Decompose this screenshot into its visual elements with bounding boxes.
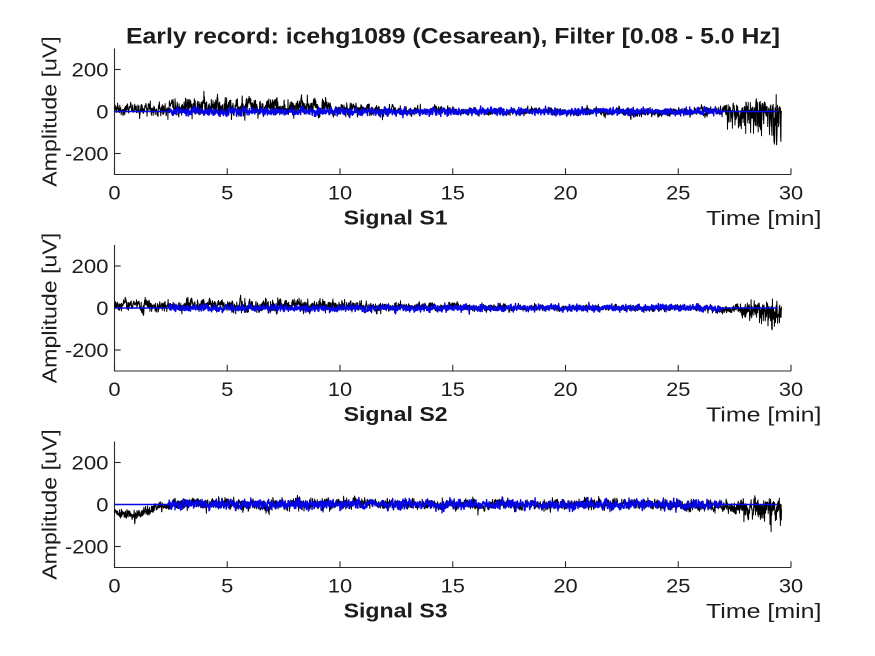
svg-text:30: 30 bbox=[779, 183, 803, 204]
svg-text:Signal S2: Signal S2 bbox=[344, 403, 448, 426]
svg-text:15: 15 bbox=[441, 183, 465, 204]
svg-text:25: 25 bbox=[666, 380, 690, 401]
svg-text:10: 10 bbox=[328, 183, 352, 204]
svg-text:15: 15 bbox=[441, 576, 465, 597]
svg-text:Time [min]: Time [min] bbox=[706, 600, 822, 623]
svg-text:20: 20 bbox=[553, 576, 577, 597]
svg-text:Signal S3: Signal S3 bbox=[344, 600, 448, 623]
svg-text:-200: -200 bbox=[65, 144, 109, 165]
svg-text:0: 0 bbox=[96, 299, 108, 320]
svg-text:5: 5 bbox=[221, 183, 233, 204]
svg-text:0: 0 bbox=[108, 183, 120, 204]
svg-text:0: 0 bbox=[108, 576, 120, 597]
svg-text:20: 20 bbox=[553, 183, 577, 204]
svg-text:-200: -200 bbox=[65, 537, 109, 558]
svg-text:0: 0 bbox=[96, 102, 108, 123]
svg-text:10: 10 bbox=[328, 380, 352, 401]
svg-text:Amplitude [uV]: Amplitude [uV] bbox=[39, 429, 62, 580]
svg-text:30: 30 bbox=[779, 380, 803, 401]
svg-text:Signal S1: Signal S1 bbox=[344, 207, 448, 230]
svg-text:5: 5 bbox=[221, 380, 233, 401]
svg-text:Time [min]: Time [min] bbox=[706, 207, 822, 230]
svg-text:Amplitude [uV]: Amplitude [uV] bbox=[39, 36, 62, 187]
svg-text:200: 200 bbox=[72, 453, 109, 474]
svg-text:25: 25 bbox=[666, 183, 690, 204]
svg-text:20: 20 bbox=[553, 380, 577, 401]
svg-text:-200: -200 bbox=[65, 341, 109, 362]
svg-text:Early record: icehg1089 (Cesar: Early record: icehg1089 (Cesarean), Filt… bbox=[126, 24, 780, 49]
svg-text:Amplitude [uV]: Amplitude [uV] bbox=[39, 233, 62, 384]
svg-text:0: 0 bbox=[108, 380, 120, 401]
svg-text:5: 5 bbox=[221, 576, 233, 597]
svg-text:200: 200 bbox=[72, 60, 109, 81]
svg-text:10: 10 bbox=[328, 576, 352, 597]
svg-text:0: 0 bbox=[96, 495, 108, 516]
svg-text:Time [min]: Time [min] bbox=[706, 403, 822, 426]
svg-text:30: 30 bbox=[779, 576, 803, 597]
svg-text:200: 200 bbox=[72, 257, 109, 278]
svg-text:25: 25 bbox=[666, 576, 690, 597]
svg-text:15: 15 bbox=[441, 380, 465, 401]
